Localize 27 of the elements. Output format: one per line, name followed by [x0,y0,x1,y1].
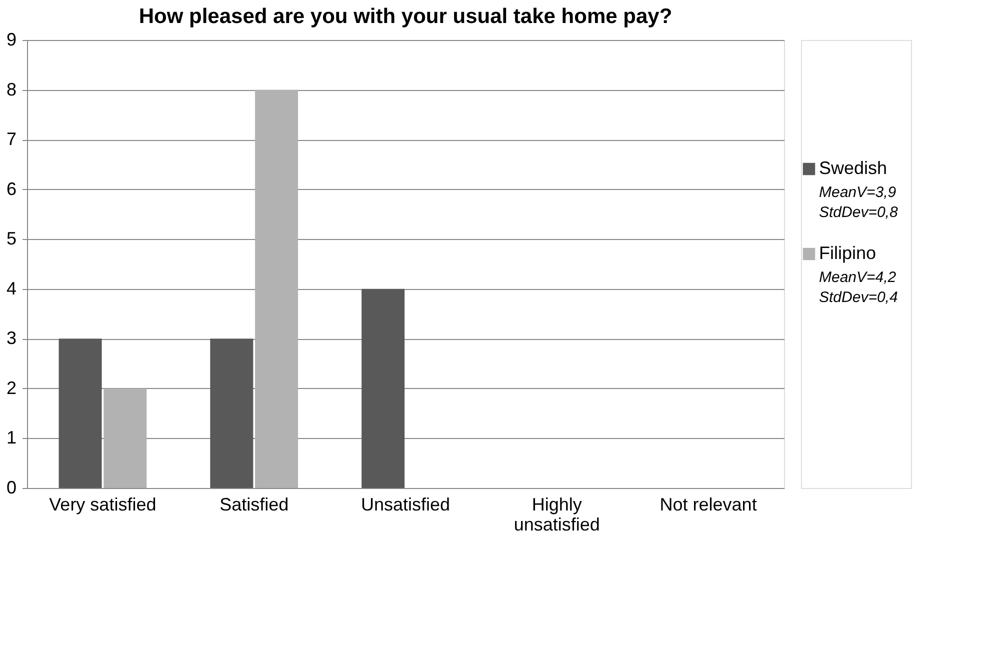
x-tick-label: Not relevant [660,494,757,514]
y-tick-label: 0 [6,478,16,498]
y-tick-label: 2 [6,378,16,398]
legend-label: Filipino [819,243,876,263]
bar [58,338,102,488]
bar [255,90,298,488]
y-tick-label: 6 [6,178,16,199]
text: StdDev=0,8 [819,204,898,221]
bar [104,388,147,488]
x-tick-label: Highly unsatisfied [514,494,600,534]
y-tick-label: 4 [6,278,16,298]
x-tick-label: Satisfied [220,494,289,514]
x-tick-label: Very satisfied [49,494,156,514]
y-tick-label: 3 [6,328,16,348]
y-tick-label: 5 [6,228,16,249]
bar [362,288,405,488]
text: MeanV=3,9 [819,184,897,201]
y-tick-label: 1 [6,428,16,448]
text: StdDev=0,4 [819,289,898,306]
chart-title: How pleased are you with your usual take home pay? [138,5,672,28]
y-tick-label: 7 [6,129,16,150]
y-tick-label: 9 [6,30,16,50]
x-tick-label: Unsatisfied [360,494,450,514]
legend-label: Swedish [819,158,888,178]
y-tick-label: 8 [6,79,16,100]
bar [210,338,254,488]
text: MeanV=4,2 [819,269,897,286]
